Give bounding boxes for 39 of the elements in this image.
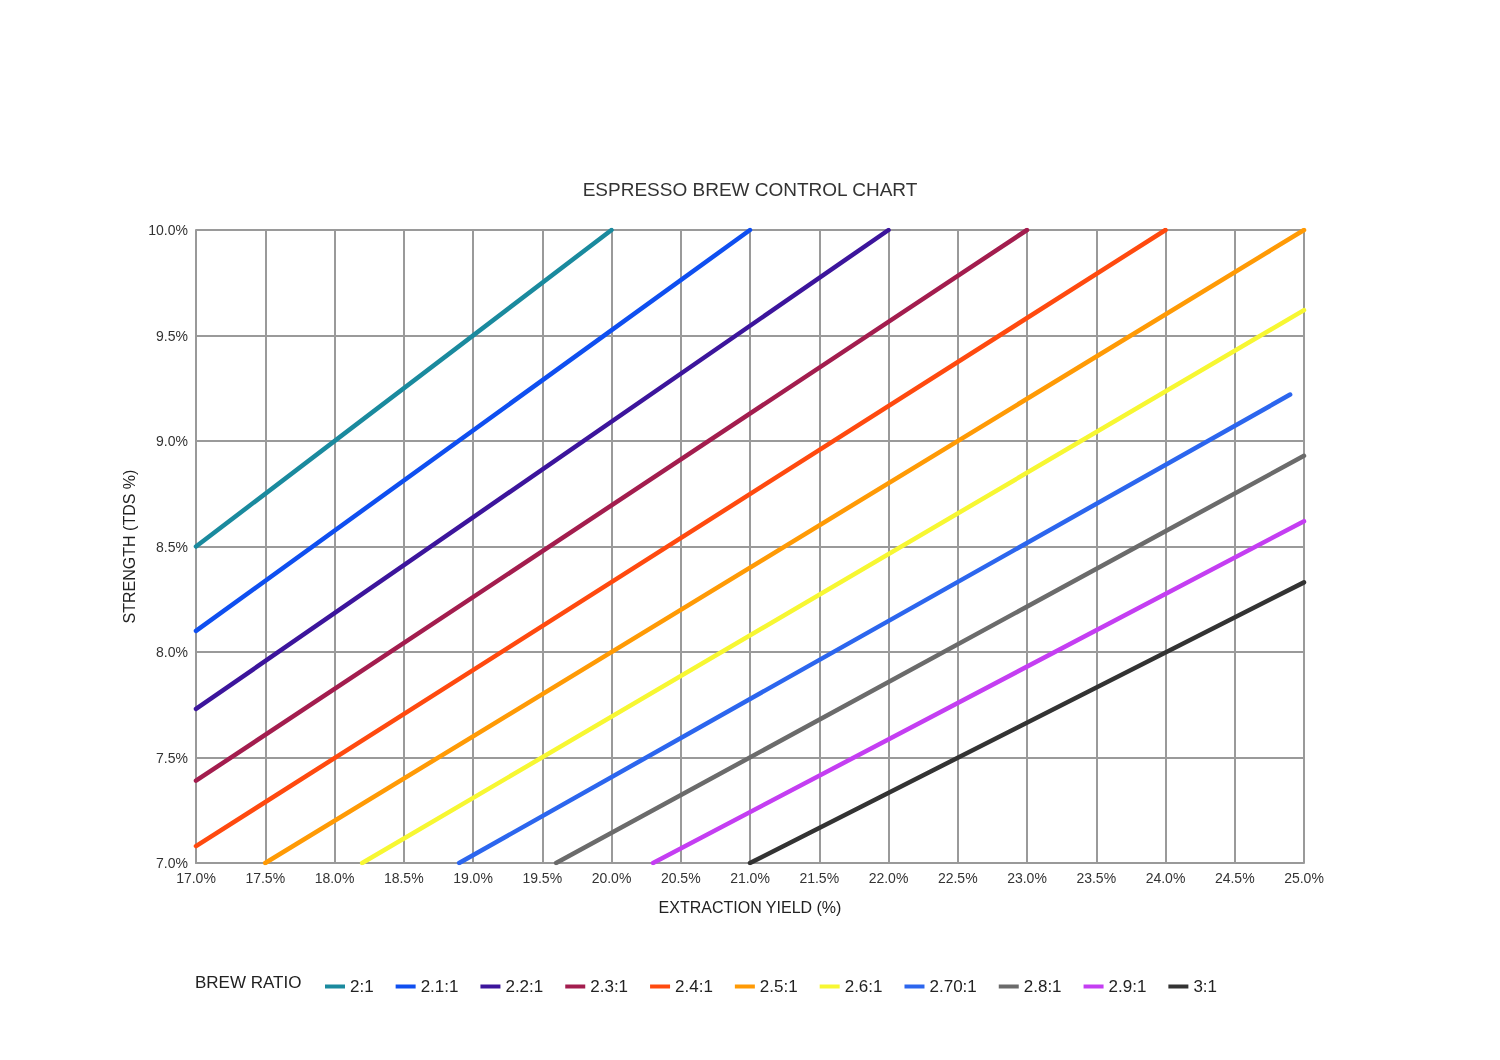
- legend-label: 2.1:1: [420, 977, 459, 996]
- x-tick-label: 22.0%: [868, 870, 909, 886]
- y-tick-label: 7.0%: [156, 855, 188, 871]
- y-tick-label: 8.5%: [156, 538, 188, 555]
- x-tick-label: 24.0%: [1145, 870, 1186, 886]
- y-tick-label: 9.5%: [156, 327, 188, 344]
- legend-label: 2:1: [350, 977, 374, 996]
- x-tick-label: 21.0%: [730, 870, 770, 886]
- x-tick-label: 22.5%: [937, 870, 978, 886]
- x-tick-label: 17.0%: [176, 870, 216, 886]
- y-tick-label: 10.0%: [148, 222, 188, 238]
- legend-label: 2.70:1: [929, 977, 977, 996]
- legend-title: BREW RATIO: [195, 973, 302, 992]
- x-tick-label: 20.5%: [660, 870, 701, 886]
- y-tick-label: 7.5%: [156, 749, 188, 766]
- x-tick-label: 19.0%: [453, 870, 493, 886]
- legend-label: 2.4:1: [675, 977, 713, 996]
- x-tick-label: 17.5%: [245, 870, 286, 886]
- x-tick-label: 21.5%: [799, 870, 840, 886]
- legend-label: 2.9:1: [1108, 977, 1147, 996]
- x-tick-label: 18.5%: [383, 870, 424, 886]
- legend-label: 2.6:1: [844, 977, 883, 996]
- chart-title: ESPRESSO BREW CONTROL CHART: [582, 179, 918, 200]
- y-axis-title: STRENGTH (TDS %): [120, 469, 138, 624]
- legend-label: 3:1: [1193, 977, 1218, 996]
- legend-label: 2.8:1: [1023, 977, 1062, 996]
- x-tick-label: 24.5%: [1214, 870, 1255, 886]
- x-tick-label: 20.0%: [591, 870, 632, 886]
- x-tick-label: 19.5%: [522, 870, 563, 886]
- legend-label: 2.3:1: [590, 977, 629, 996]
- x-tick-label: 23.5%: [1076, 870, 1117, 886]
- x-tick-label: 25.0%: [1284, 870, 1324, 886]
- y-tick-label: 8.0%: [156, 644, 188, 660]
- x-tick-label: 18.0%: [314, 870, 355, 886]
- legend-label: 2.5:1: [759, 977, 798, 996]
- legend-label: 2.2:1: [505, 977, 544, 996]
- x-tick-label: 23.0%: [1007, 870, 1047, 886]
- y-tick-label: 9.0%: [156, 433, 188, 449]
- x-axis-title: EXTRACTION YIELD (%): [658, 898, 842, 916]
